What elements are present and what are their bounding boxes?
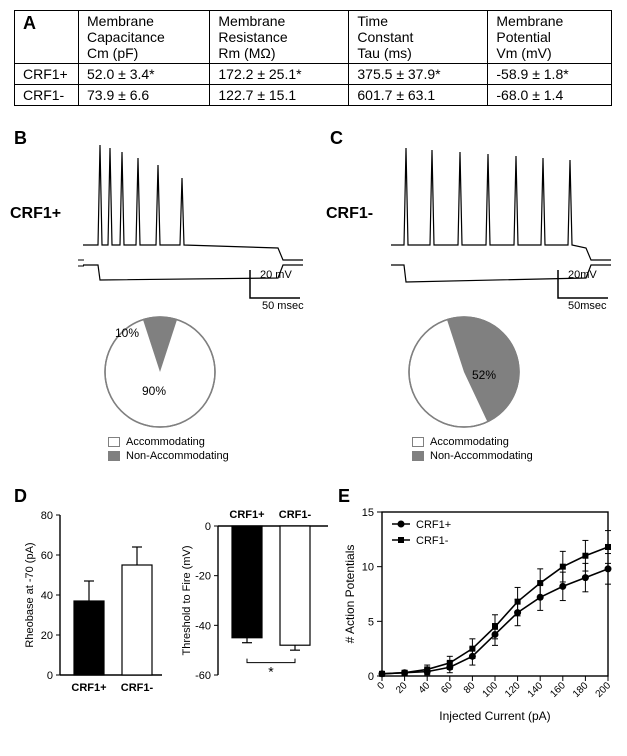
svg-text:-40: -40 bbox=[195, 620, 211, 632]
svg-text:CRF1-: CRF1- bbox=[279, 509, 312, 521]
svg-text:-20: -20 bbox=[195, 571, 211, 583]
pieC-nonacc-pct: 48% bbox=[418, 368, 442, 382]
svg-text:20: 20 bbox=[394, 680, 410, 696]
legend-acc-c: Accommodating bbox=[430, 436, 509, 448]
celltype-c: CRF1- bbox=[326, 205, 373, 223]
svg-text:20: 20 bbox=[41, 630, 53, 642]
cell: 375.5 ± 37.9* bbox=[349, 64, 488, 85]
svg-text:CRF1-: CRF1- bbox=[416, 535, 449, 547]
legend-nonacc: Non-Accommodating bbox=[126, 450, 229, 462]
svg-text:140: 140 bbox=[526, 680, 546, 700]
svg-text:Injected Current (pA): Injected Current (pA) bbox=[439, 709, 550, 723]
legend-acc: Accommodating bbox=[126, 436, 205, 448]
panel-b-label: B bbox=[14, 128, 27, 149]
svg-text:Threshold to Fire (mV): Threshold to Fire (mV) bbox=[181, 545, 193, 655]
col-vm: MembranePotentialVm (mV) bbox=[488, 11, 612, 64]
row-name: CRF1- bbox=[15, 85, 79, 106]
svg-text:CRF1+: CRF1+ bbox=[416, 519, 451, 531]
pieB-nonacc-pct: 10% bbox=[115, 326, 139, 340]
legend-nonacc-c: Non-Accommodating bbox=[430, 450, 533, 462]
svg-text:200: 200 bbox=[594, 680, 614, 700]
svg-text:80: 80 bbox=[41, 510, 53, 522]
scale-v-c: 20mV bbox=[568, 269, 597, 281]
panel-c-label: C bbox=[330, 128, 343, 149]
scale-t-b: 50 msec bbox=[262, 300, 304, 312]
svg-text:100: 100 bbox=[481, 680, 501, 700]
rheobase-chart: 0 20 40 60 80 CRF1+ CRF1- Rheobase at -70 (pA) bbox=[22, 500, 172, 710]
panel-a-label: A bbox=[23, 13, 36, 33]
pieC-acc-pct: 52% bbox=[472, 368, 496, 382]
legend-c: Accommodating Non-Accommodating bbox=[412, 436, 533, 464]
svg-text:5: 5 bbox=[368, 616, 374, 628]
cell: 122.7 ± 15.1 bbox=[210, 85, 349, 106]
svg-text:0: 0 bbox=[47, 670, 53, 682]
svg-text:40: 40 bbox=[417, 680, 433, 696]
cell: 73.9 ± 6.6 bbox=[79, 85, 210, 106]
svg-text:10: 10 bbox=[362, 562, 374, 574]
svg-text:-60: -60 bbox=[195, 670, 211, 682]
table-row: CRF1- 73.9 ± 6.6 122.7 ± 15.1 601.7 ± 63… bbox=[15, 85, 612, 106]
cell: 172.2 ± 25.1* bbox=[210, 64, 349, 85]
svg-text:160: 160 bbox=[548, 680, 568, 700]
svg-text:CRF1+: CRF1+ bbox=[71, 682, 106, 694]
table-row: CRF1+ 52.0 ± 3.4* 172.2 ± 25.1* 375.5 ± … bbox=[15, 64, 612, 85]
svg-text:15: 15 bbox=[362, 507, 374, 519]
row-name: CRF1+ bbox=[15, 64, 79, 85]
svg-text:CRF1+: CRF1+ bbox=[229, 509, 264, 521]
svg-text:0: 0 bbox=[205, 521, 211, 533]
svg-text:180: 180 bbox=[571, 680, 591, 700]
svg-text:40: 40 bbox=[41, 590, 53, 602]
celltype-b: CRF1+ bbox=[10, 205, 61, 223]
cell: 601.7 ± 63.1 bbox=[349, 85, 488, 106]
svg-text:120: 120 bbox=[503, 680, 523, 700]
threshold-chart: 0 -20 -40 -60 CRF1+ CRF1- * Threshold to Fire (… bbox=[178, 500, 338, 710]
svg-text:*: * bbox=[268, 664, 274, 680]
svg-text:Rheobase at -70 (pA): Rheobase at -70 (pA) bbox=[24, 542, 36, 647]
svg-text:60: 60 bbox=[439, 680, 455, 696]
cell: -68.0 ± 1.4 bbox=[488, 85, 612, 106]
col-tau: TimeConstantTau (ms) bbox=[349, 11, 488, 64]
svg-text:0: 0 bbox=[375, 680, 387, 692]
cell: -58.9 ± 1.8* bbox=[488, 64, 612, 85]
svg-text:0: 0 bbox=[368, 671, 374, 683]
panel-a: A MembraneCapacitanceCm (pF) MembraneRes… bbox=[14, 10, 612, 106]
svg-text:# Action Potentials: # Action Potentials bbox=[343, 545, 357, 644]
scale-v-b: 20 mV bbox=[260, 269, 292, 281]
cell: 52.0 ± 3.4* bbox=[79, 64, 210, 85]
legend-b: Accommodating Non-Accommodating bbox=[108, 436, 229, 464]
svg-text:80: 80 bbox=[462, 680, 478, 696]
svg-text:60: 60 bbox=[41, 550, 53, 562]
io-curve-chart: 0 5 10 15 0 20 40 60 80100120140160180200 CRF1+ CR… bbox=[340, 498, 620, 738]
col-rm: MembraneResistanceRm (MΩ) bbox=[210, 11, 349, 64]
membrane-properties-table: A MembraneCapacitanceCm (pF) MembraneRes… bbox=[14, 10, 612, 106]
scale-t-c: 50msec bbox=[568, 300, 607, 312]
col-cm: MembraneCapacitanceCm (pF) bbox=[79, 11, 210, 64]
pieB-acc-pct: 90% bbox=[142, 384, 166, 398]
svg-text:CRF1-: CRF1- bbox=[121, 682, 154, 694]
